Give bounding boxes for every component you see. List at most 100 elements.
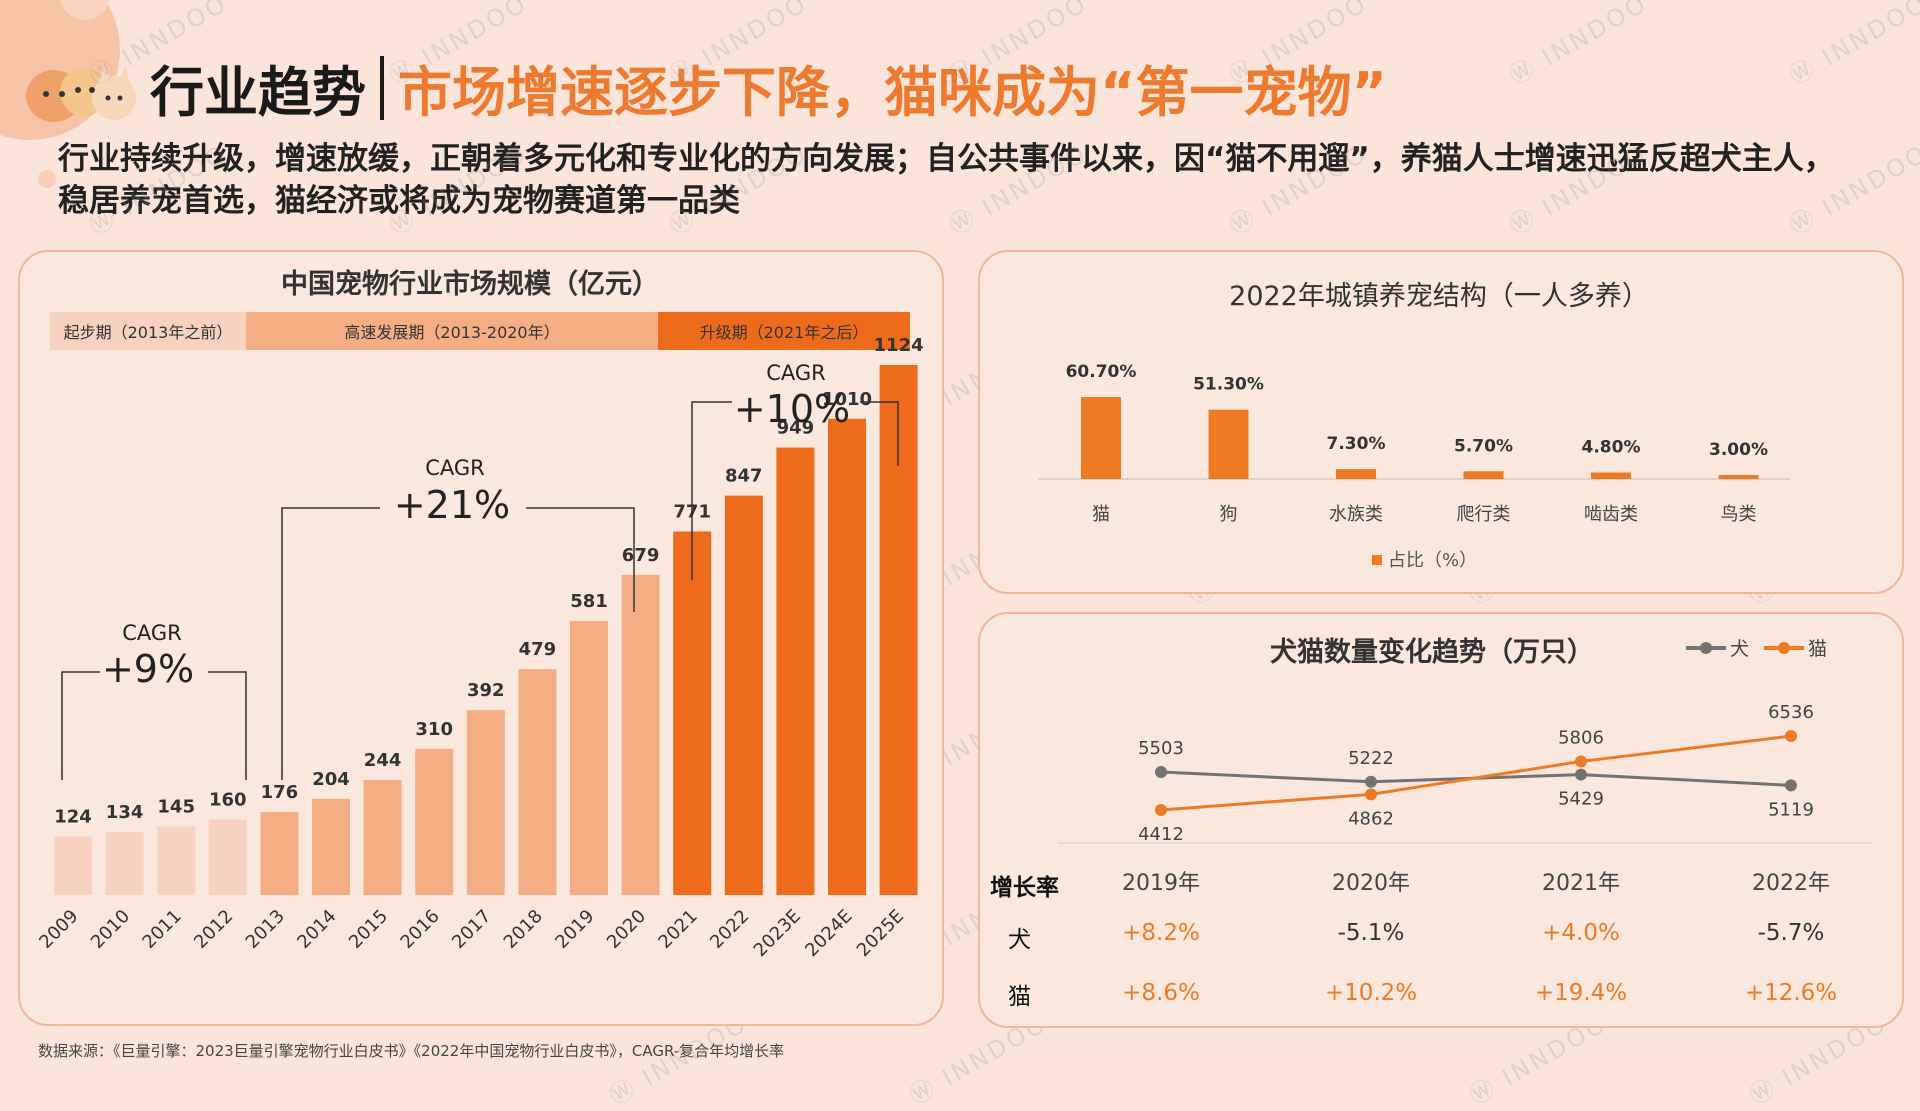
trend-point-cat bbox=[1575, 755, 1587, 768]
pet-bar-category: 爬行类 bbox=[1457, 504, 1511, 525]
phase-upgrade-label: 升级期（2021年之后） bbox=[699, 323, 869, 342]
trend-value-dog: 5119 bbox=[1768, 799, 1814, 820]
trend-value-dog: 5222 bbox=[1348, 748, 1394, 769]
dog-cat-trend-title: 犬猫数量变化趋势（万只） bbox=[1270, 637, 1594, 668]
pet-structure-panel bbox=[978, 250, 1904, 594]
cagr-2-label: CAGR bbox=[425, 456, 485, 480]
pet-bar-category: 猫 bbox=[1092, 504, 1110, 525]
pet-bar-value: 60.70% bbox=[1066, 362, 1137, 382]
market-bar-value: 392 bbox=[467, 680, 505, 701]
market-size-chart: 1242009134201014520111602012176201320420… bbox=[35, 335, 924, 961]
pet-bar-category: 鸟类 bbox=[1721, 504, 1757, 525]
market-bar-value: 679 bbox=[622, 545, 660, 566]
growth-cell: -5.1% bbox=[1337, 920, 1405, 946]
trend-year: 2019年 bbox=[1122, 871, 1200, 896]
growth-cell: +4.0% bbox=[1542, 920, 1620, 946]
market-bar-value: 134 bbox=[106, 802, 144, 823]
data-source: 数据来源：《巨量引擎：2023巨量引擎宠物行业白皮书》《2022年中国宠物行业白… bbox=[38, 1042, 785, 1060]
page-subtitle: 市场增速逐步下降，猫咪成为“第一宠物” bbox=[398, 61, 1387, 124]
pet-bar-category: 啮齿类 bbox=[1584, 504, 1638, 525]
pet-bar-value: 51.30% bbox=[1193, 375, 1264, 395]
cagr-bracket-3 bbox=[691, 401, 899, 580]
cagr-1-value: +9% bbox=[102, 647, 194, 691]
market-bar bbox=[54, 836, 92, 895]
market-bar-value: 949 bbox=[777, 418, 815, 439]
growth-row-cat-label: 猫 bbox=[1008, 984, 1031, 1010]
cagr-3-label: CAGR bbox=[766, 361, 826, 385]
dog-cat-trend-panel bbox=[978, 612, 1904, 1028]
dog-cat-trend-chart: 犬 猫 5503 5222 5429 5119 4412 4862 5806 6536 2019… bbox=[1058, 638, 1872, 896]
title-separator bbox=[380, 55, 384, 120]
market-bar-value: 847 bbox=[725, 466, 763, 487]
legend-cat-label: 猫 bbox=[1808, 638, 1827, 660]
trend-value-cat: 6536 bbox=[1768, 702, 1814, 723]
market-bar-value: 1124 bbox=[874, 335, 924, 356]
growth-cell: -5.7% bbox=[1757, 920, 1825, 946]
trend-point-cat bbox=[1155, 804, 1167, 816]
growth-cell: +10.2% bbox=[1324, 980, 1418, 1006]
cagr-3-value: +10% bbox=[734, 387, 850, 431]
market-bar-value: 1010 bbox=[822, 389, 872, 410]
phase-growth: 高速发展期（2013-2020年） bbox=[246, 312, 658, 350]
pet-bar bbox=[1463, 471, 1504, 479]
legend-dog-label: 犬 bbox=[1730, 638, 1749, 660]
cagr-bracket-2 bbox=[281, 507, 635, 780]
market-bar-value: 160 bbox=[209, 790, 247, 811]
legend-cat: 猫 bbox=[1764, 638, 1827, 660]
growth-cell: +8.2% bbox=[1122, 920, 1200, 946]
pet-bar bbox=[1591, 472, 1631, 479]
pet-bar bbox=[1081, 397, 1121, 479]
market-bar bbox=[776, 447, 815, 895]
growth-row-dog-label: 犬 bbox=[1008, 927, 1031, 953]
growth-cell: +12.6% bbox=[1744, 980, 1838, 1006]
pet-bar-value: 7.30% bbox=[1327, 434, 1386, 454]
cagr-1-label: CAGR bbox=[122, 621, 182, 645]
market-bar bbox=[260, 812, 299, 895]
pets-illustration bbox=[26, 66, 136, 122]
growth-cell: +19.4% bbox=[1534, 980, 1628, 1006]
market-bar-value: 581 bbox=[570, 591, 608, 612]
page-description: 行业持续升级，增速放缓，正朝着多元化和专业化的方向发展；自公共事件以来，因“猫不… bbox=[58, 141, 1835, 219]
market-bar bbox=[828, 418, 866, 895]
trend-value-dog: 5503 bbox=[1138, 738, 1184, 759]
pet-bar-category: 狗 bbox=[1220, 504, 1238, 525]
phase-upgrade: 升级期（2021年之后） bbox=[658, 312, 910, 350]
market-bar bbox=[157, 826, 196, 895]
market-bar bbox=[570, 621, 608, 895]
trend-point-dog bbox=[1785, 779, 1797, 792]
market-size-title: 中国宠物行业市场规模（亿元） bbox=[281, 269, 659, 300]
trend-year: 2022年 bbox=[1752, 871, 1830, 896]
legend-dog: 犬 bbox=[1686, 638, 1749, 660]
trend-value-cat: 4412 bbox=[1138, 824, 1184, 845]
pet-structure-title: 2022年城镇养宠结构（一人多养） bbox=[1229, 281, 1649, 312]
market-bar-value: 244 bbox=[364, 750, 402, 771]
market-bar bbox=[208, 819, 247, 895]
growth-cell: +8.6% bbox=[1122, 980, 1200, 1006]
trend-line-cat bbox=[1160, 734, 1792, 812]
legend-label: 占比（%） bbox=[1388, 550, 1477, 571]
market-bar bbox=[673, 531, 712, 895]
trend-value-cat: 4862 bbox=[1348, 808, 1394, 829]
pet-bar-value: 4.80% bbox=[1582, 438, 1641, 458]
trend-year: 2020年 bbox=[1332, 871, 1410, 896]
trend-point-dog bbox=[1575, 768, 1587, 781]
market-bar-value: 204 bbox=[312, 769, 350, 790]
pet-bar bbox=[1336, 469, 1376, 479]
market-bar bbox=[363, 779, 402, 895]
market-bar bbox=[415, 748, 454, 895]
trend-value-cat: 5806 bbox=[1558, 727, 1604, 748]
title-bar: 行业趋势 市场增速逐步下降，猫咪成为“第一宠物” bbox=[150, 48, 1387, 127]
trend-point-cat bbox=[1785, 730, 1797, 742]
market-bar bbox=[105, 831, 144, 895]
market-bar bbox=[466, 710, 505, 895]
phase-startup: 起步期（2013年之前） bbox=[50, 312, 246, 350]
market-bar bbox=[518, 669, 557, 895]
market-bar bbox=[724, 495, 763, 895]
trend-point-cat bbox=[1365, 788, 1377, 801]
cagr-2-value: +21% bbox=[394, 483, 510, 527]
pet-structure-chart: 60.70% 猫 51.30% 狗 7.30% 水族类 5.70% 爬行类 4.80% 啮齿类 3.… bbox=[1038, 362, 1790, 571]
market-bar bbox=[312, 798, 350, 895]
market-bar-value: 124 bbox=[54, 807, 92, 828]
pet-bar-category: 水族类 bbox=[1329, 504, 1383, 525]
cagr-bracket-1 bbox=[61, 671, 247, 780]
